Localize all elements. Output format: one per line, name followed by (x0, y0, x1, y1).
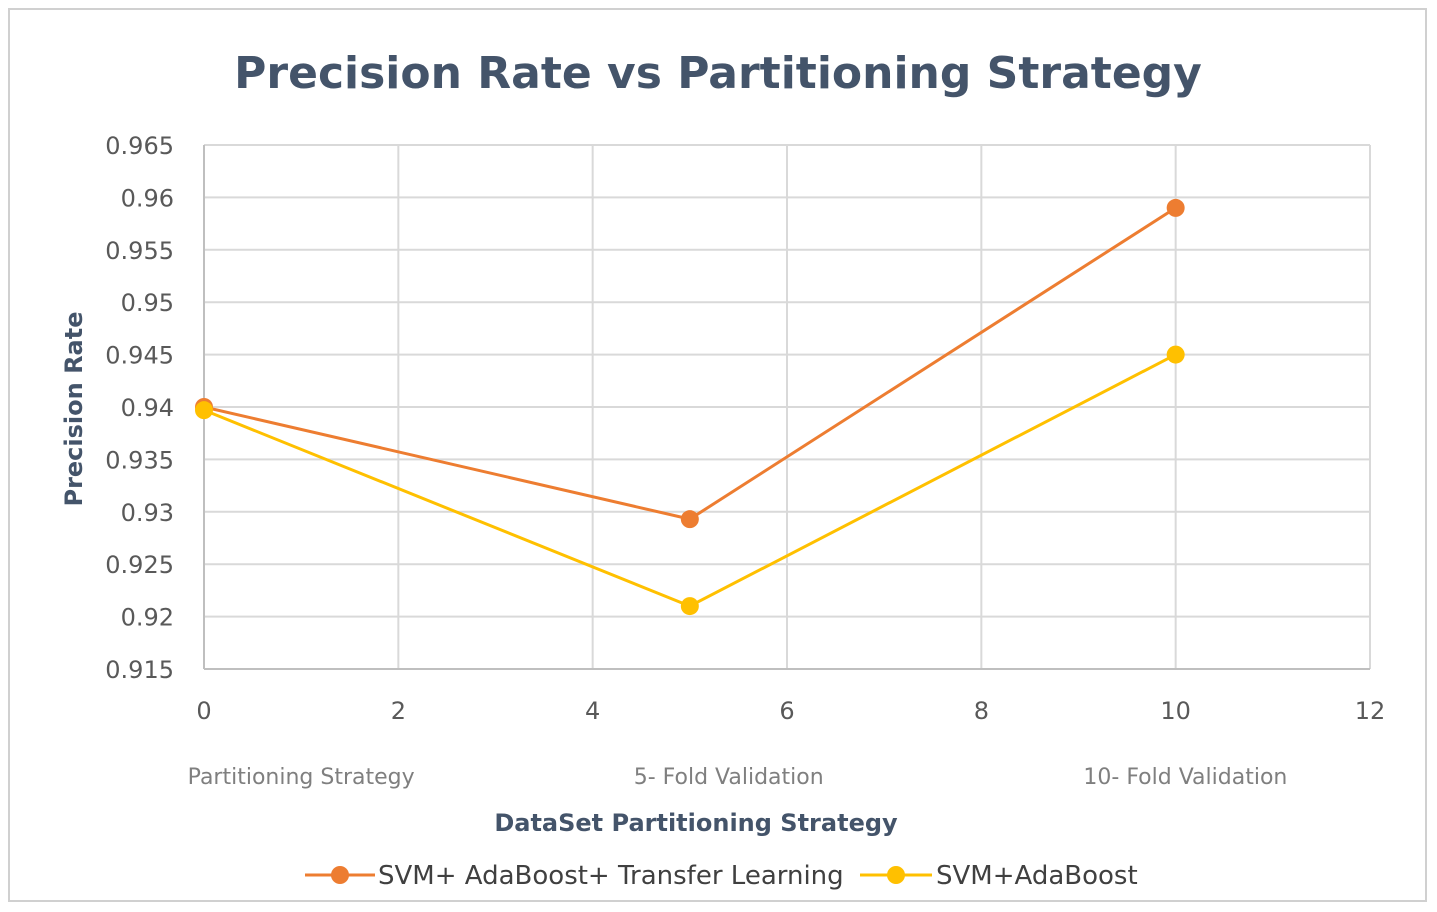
y-tick-label: 0.965 (105, 132, 174, 160)
legend-item-2: SVM+AdaBoost (860, 861, 1138, 891)
y-tick-label: 0.95 (121, 289, 174, 317)
y-tick-label: 0.96 (121, 184, 174, 212)
x-tick-label: 0 (196, 697, 211, 725)
chart-frame (8, 8, 1427, 902)
y-axis-title: Precision Rate (60, 311, 88, 506)
data-point (1166, 198, 1185, 217)
legend-label: SVM+ AdaBoost+ Transfer Learning (378, 861, 844, 891)
y-tick-label: 0.915 (105, 656, 174, 684)
legend: SVM+ AdaBoost+ Transfer Learning SVM+AdaB… (305, 861, 1138, 891)
chart-title: Precision Rate vs Partitioning Strategy (234, 48, 1202, 99)
x-tick-labels: 0 2 4 6 8 10 12 (196, 697, 1385, 725)
legend-marker (887, 866, 905, 884)
series-2 (195, 345, 1185, 616)
x-tick-label: 12 (1355, 697, 1386, 725)
x-axis-title: DataSet Partitioning Strategy (494, 809, 898, 837)
data-point (680, 597, 699, 616)
y-tick-labels: 0.915 0.92 0.925 0.93 0.935 0.94 0.945 0.95 0.95… (105, 132, 174, 684)
legend-marker (331, 866, 349, 884)
category-label: 5- Fold Validation (634, 765, 824, 790)
series-layer (195, 198, 1185, 616)
series-line (203, 206, 1177, 521)
data-point (1166, 345, 1185, 364)
series-line (203, 353, 1177, 608)
legend-item-1: SVM+ AdaBoost+ Transfer Learning (305, 861, 844, 891)
category-label: 10- Fold Validation (1083, 765, 1287, 790)
x-tick-label: 10 (1160, 697, 1191, 725)
data-point (195, 401, 213, 420)
y-tick-label: 0.945 (105, 342, 174, 370)
x-tick-label: 8 (974, 697, 989, 725)
y-tick-label: 0.925 (105, 551, 174, 579)
y-tick-label: 0.93 (121, 499, 174, 527)
legend-label: SVM+AdaBoost (936, 861, 1138, 891)
y-tick-label: 0.94 (121, 394, 174, 422)
x-tick-label: 6 (779, 697, 794, 725)
data-point (680, 510, 699, 529)
category-label: Partitioning Strategy (188, 765, 415, 790)
gridlines (203, 144, 1371, 670)
x-tick-label: 2 (391, 697, 406, 725)
series-1 (195, 198, 1185, 529)
x-tick-label: 4 (585, 697, 600, 725)
y-tick-label: 0.955 (105, 237, 174, 265)
y-tick-label: 0.92 (121, 604, 174, 632)
category-labels: Partitioning Strategy 5- Fold Validation 1… (188, 765, 1288, 790)
y-tick-label: 0.935 (105, 446, 174, 474)
